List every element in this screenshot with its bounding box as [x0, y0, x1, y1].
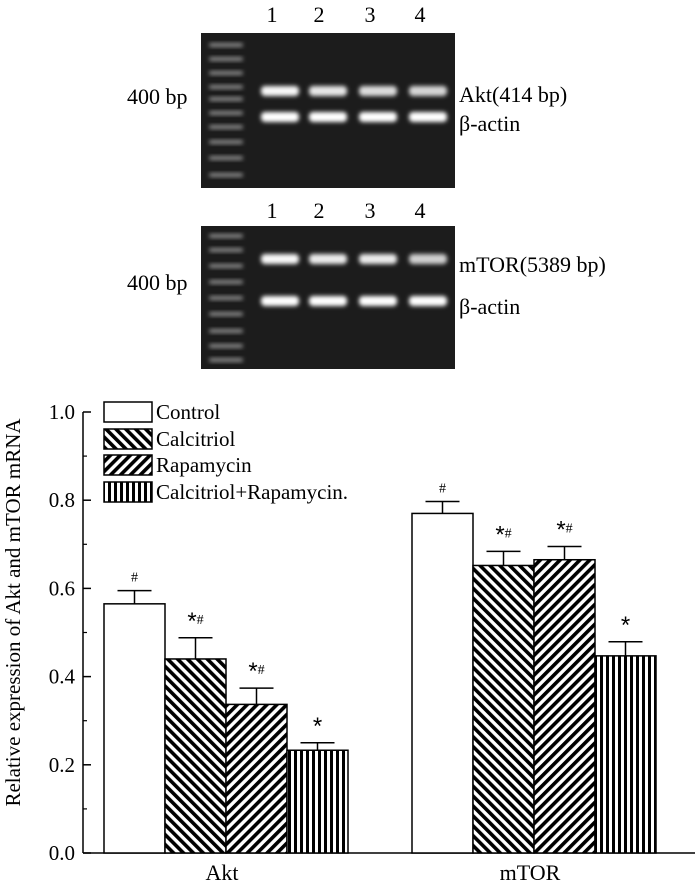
- gel2-lane-4: 4: [414, 198, 426, 223]
- ladder-band: [209, 344, 243, 348]
- y-axis-label: Relative expression of Akt and mTOR mRNA: [1, 418, 25, 807]
- significance-mark: *#: [556, 517, 572, 544]
- legend-swatch: [103, 401, 153, 423]
- gel-band: [261, 296, 299, 306]
- x-category-label: mTOR: [500, 860, 561, 883]
- bar: [103, 603, 166, 854]
- ladder-band: [209, 264, 243, 268]
- gel2-lane-2: 2: [313, 198, 325, 223]
- gel1-lane-3: 3: [364, 2, 376, 27]
- gel2-band-label-actin: β-actin: [459, 294, 521, 319]
- ladder-band: [209, 85, 243, 89]
- significance-mark: *: [313, 713, 322, 740]
- y-tick-label: 0.4: [49, 665, 76, 689]
- y-tick-label: 0.2: [49, 753, 75, 777]
- gel-band: [309, 86, 347, 96]
- gel-band: [359, 254, 397, 264]
- gel-band: [309, 112, 347, 122]
- gel-band: [359, 86, 397, 96]
- gel-band: [409, 254, 447, 264]
- significance-mark: *#: [495, 521, 511, 548]
- bar: [225, 703, 288, 854]
- gel2-band-label-mtor: mTOR(5389 bp): [459, 252, 606, 277]
- x-category-label: Akt: [206, 860, 239, 883]
- gel2-lane-3: 3: [364, 198, 376, 223]
- bar: [164, 658, 227, 854]
- ladder-band: [209, 125, 243, 129]
- significance-mark: *#: [248, 658, 264, 685]
- gel-image-akt: [201, 33, 455, 188]
- ladder-band: [209, 358, 243, 362]
- gel1-lane-1: 1: [266, 2, 278, 27]
- ladder-band: [209, 329, 243, 333]
- significance-mark: *#: [187, 608, 203, 635]
- gel1-band-label-actin: β-actin: [459, 111, 521, 136]
- chart-bars: #*#*#*#*# *#*: [103, 482, 657, 854]
- ladder-band: [209, 248, 243, 252]
- legend-label: Control: [156, 400, 220, 424]
- gel1-band-label-akt: Akt(414 bp): [459, 82, 568, 107]
- significance-mark: #: [131, 571, 138, 586]
- gel-band: [409, 86, 447, 96]
- legend-swatch: [103, 454, 153, 476]
- bar-chart: 0.0 0.2 0.4 0.6 0.8 1.0 Relative expression of…: [1, 400, 695, 883]
- ladder-band: [209, 43, 243, 47]
- bar: [594, 655, 657, 854]
- gel1-size-marker: 400 bp: [127, 84, 188, 109]
- gel-band: [309, 254, 347, 264]
- bar: [411, 512, 474, 854]
- legend-swatch: [103, 428, 153, 450]
- ladder-band: [209, 97, 243, 101]
- gel-band: [359, 112, 397, 122]
- ladder-band: [209, 57, 243, 61]
- ladder-band: [209, 173, 243, 177]
- significance-mark: #: [439, 482, 446, 497]
- ladder-band: [209, 296, 243, 300]
- gel-band: [359, 296, 397, 306]
- ladder-band: [209, 234, 243, 238]
- ladder-band: [209, 312, 243, 316]
- gel2-size-marker: 400 bp: [127, 270, 188, 295]
- legend-label: Calcitriol: [156, 427, 235, 451]
- legend-swatch: [103, 481, 153, 503]
- y-tick-label: 0.0: [49, 841, 75, 865]
- ladder-band: [209, 156, 243, 160]
- chart-axes: 0.0 0.2 0.4 0.6 0.8 1.0 Relative expression of…: [1, 400, 695, 883]
- gel-band: [309, 296, 347, 306]
- legend-label: Calcitriol+Rapamycin.: [156, 480, 348, 504]
- gel-band: [261, 112, 299, 122]
- bar: [472, 564, 535, 854]
- bar: [533, 558, 596, 854]
- gel2-lane-1: 1: [266, 198, 278, 223]
- y-tick-label: 0.8: [49, 488, 75, 512]
- bar: [286, 749, 349, 854]
- gel-band: [261, 254, 299, 264]
- ladder-band: [209, 280, 243, 284]
- gel1-lane-2: 2: [313, 2, 325, 27]
- gel-band: [261, 86, 299, 96]
- significance-mark: *: [621, 612, 630, 639]
- ladder-band: [209, 111, 243, 115]
- y-tick-label: 1.0: [49, 400, 75, 424]
- gel1-lane-4: 4: [414, 2, 426, 27]
- gel-band: [409, 296, 447, 306]
- gel-image-mtor: [201, 226, 455, 369]
- y-tick-label: 0.6: [49, 576, 75, 600]
- legend-label: Rapamycin: [156, 453, 252, 477]
- ladder-band: [209, 71, 243, 75]
- gel-band: [409, 112, 447, 122]
- ladder-band: [209, 140, 243, 144]
